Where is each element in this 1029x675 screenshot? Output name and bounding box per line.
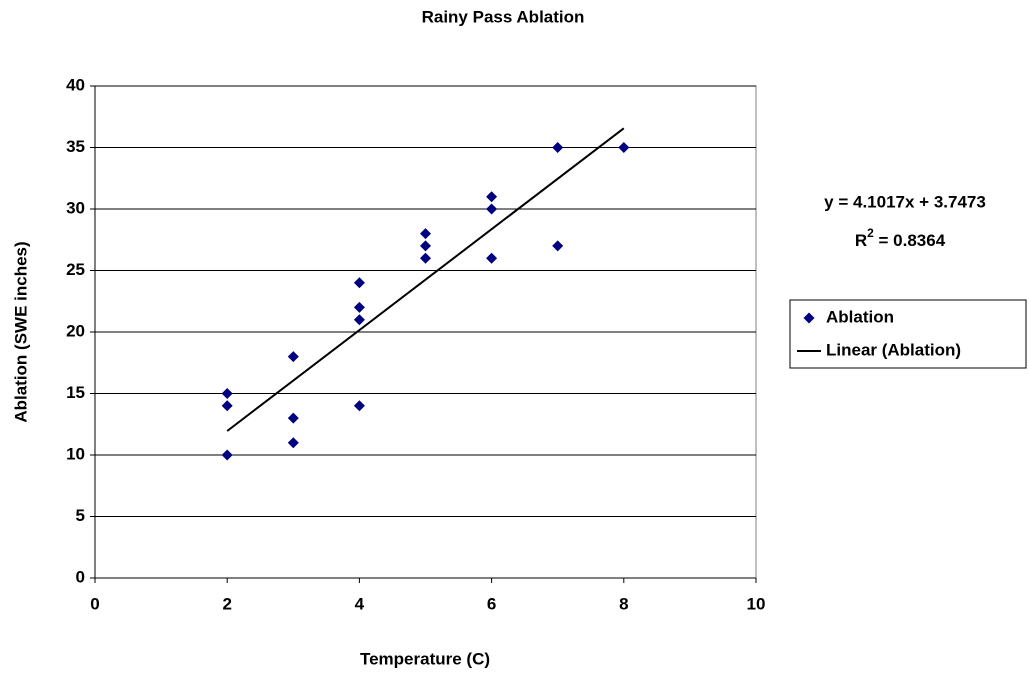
x-tick-label: 6	[487, 594, 496, 613]
y-tick-label: 0	[76, 567, 85, 586]
data-point	[486, 203, 498, 215]
trendline-equation: y = 4.1017x + 3.7473	[824, 192, 986, 211]
y-tick-label: 30	[66, 198, 85, 217]
x-tick-label: 2	[222, 594, 231, 613]
data-point	[221, 388, 233, 399]
y-tick-label: 10	[66, 444, 85, 463]
y-tick-label: 15	[66, 383, 85, 402]
chart-title: Rainy Pass Ablation	[422, 7, 585, 26]
data-point	[287, 412, 299, 424]
data-point	[353, 277, 365, 289]
r-squared: R2 = 0.8364	[855, 226, 946, 250]
x-axis-label: Temperature (C)	[360, 649, 490, 668]
trend-line	[226, 127, 625, 432]
y-tick-label: 35	[66, 137, 85, 156]
legend-label: Ablation	[826, 307, 894, 326]
legend-marker	[803, 312, 815, 324]
data-point	[287, 351, 299, 363]
x-tick-label: 4	[355, 594, 365, 613]
data-point	[420, 240, 431, 252]
data-point	[221, 449, 233, 461]
data-point	[287, 437, 299, 449]
data-point	[420, 252, 431, 264]
data-point	[552, 240, 564, 252]
data-point	[221, 400, 233, 412]
y-tick-label: 5	[76, 506, 85, 525]
y-tick-label: 40	[66, 75, 85, 94]
data-point	[486, 191, 498, 203]
legend-box	[789, 299, 1027, 369]
data-point	[618, 142, 630, 153]
legend-label: Linear (Ablation)	[826, 340, 961, 359]
y-axis-label: Ablation (SWE inches)	[11, 241, 30, 422]
y-tick-label: 25	[66, 260, 85, 279]
x-tick-label: 8	[619, 594, 628, 613]
x-tick-label: 0	[90, 594, 99, 613]
r-squared-part: R	[855, 231, 867, 250]
x-tick-label: 10	[747, 594, 766, 613]
r-squared-part: = 0.8364	[874, 231, 946, 250]
y-tick-label: 20	[66, 321, 85, 340]
data-point	[353, 314, 365, 326]
r-squared-part: 2	[867, 226, 874, 240]
data-point	[353, 400, 365, 412]
data-point	[420, 228, 431, 240]
data-point	[552, 142, 564, 153]
data-point	[486, 252, 498, 264]
data-point	[353, 301, 365, 313]
